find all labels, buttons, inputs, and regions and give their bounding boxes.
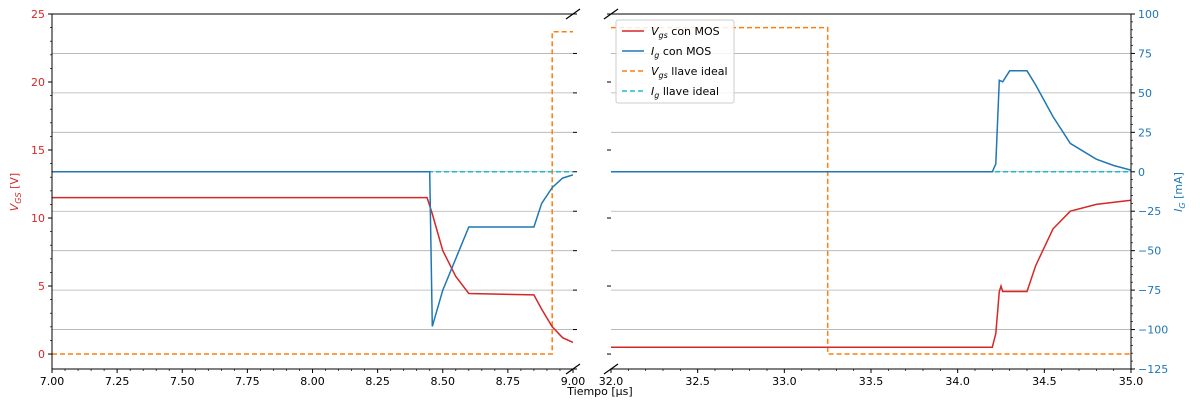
- y-right-tick-label: −125: [1138, 363, 1168, 376]
- x-left-tick-label: 8.00: [300, 375, 325, 388]
- y-right-tick-label: 100: [1138, 8, 1159, 21]
- x-right-tick: 32.5: [685, 369, 710, 388]
- y-right-tick-label: 50: [1138, 87, 1152, 100]
- x-left-tick: 7.25: [105, 369, 130, 388]
- y-right-tick-label: −25: [1138, 205, 1161, 218]
- x-axis-label: Tiempo [μs]: [566, 385, 632, 398]
- y-right-tick: −50: [1131, 245, 1161, 258]
- y-left-tick-label: 15: [31, 144, 45, 157]
- y-right-tick: 25: [1131, 126, 1152, 139]
- x-left-tick-label: 8.75: [496, 375, 521, 388]
- x-right-tick-label: 33.0: [772, 375, 797, 388]
- x-left-tick: 8.00: [300, 369, 325, 388]
- legend: Vgs con MOS Ig con MOS Vgs llave ideal Ig l…: [615, 19, 735, 104]
- x-right-tick: 34.0: [945, 369, 970, 388]
- legend-label: Ig con MOS: [651, 45, 711, 60]
- x-right-tick: 33.5: [859, 369, 884, 388]
- y-left-tick: 25: [31, 8, 52, 21]
- x-right-tick-label: 32.5: [685, 375, 710, 388]
- x-right-tick: 35.0: [1119, 369, 1144, 388]
- x-left-tick: 7.00: [40, 369, 65, 388]
- y-right-tick: −75: [1131, 284, 1161, 297]
- legend-entry: Ig con MOS: [622, 45, 711, 60]
- y-right-tick: −125: [1131, 363, 1168, 376]
- x-left-tick-label: 7.75: [235, 375, 260, 388]
- y-right-tick: −25: [1131, 205, 1161, 218]
- x-right-tick-label: 34.5: [1032, 375, 1057, 388]
- y-right-tick-label: −50: [1138, 245, 1161, 258]
- x-right-tick: 33.0: [772, 369, 797, 388]
- x-right-tick-label: 33.5: [859, 375, 884, 388]
- legend-entry: Vgs llave ideal: [622, 65, 728, 80]
- x-left-tick: 7.50: [170, 369, 195, 388]
- x-left-tick-label: 9.00: [561, 375, 586, 388]
- series-ig-mos-right: [611, 70, 1131, 173]
- x-left-tick-label: 7.50: [170, 375, 195, 388]
- y-left-tick: 5: [38, 280, 52, 293]
- legend-entry: Vgs con MOS: [622, 25, 720, 40]
- y-left-tick-label: 5: [38, 280, 45, 293]
- y-right-tick-label: 25: [1138, 126, 1152, 139]
- legend-label: Vgs llave ideal: [651, 65, 728, 80]
- x-left-tick: 9.00: [561, 369, 586, 388]
- x-right-tick-label: 35.0: [1119, 375, 1144, 388]
- y-axis-left-label: VGS [V]: [8, 173, 23, 211]
- series-vgs-ideal-left: [52, 30, 573, 355]
- series-ig-mos-left: [52, 171, 573, 327]
- x-left-tick: 8.25: [365, 369, 390, 388]
- x-left-tick-label: 7.00: [40, 375, 65, 388]
- x-left-tick: 8.50: [431, 369, 456, 388]
- series-vgs-mos-right: [611, 199, 1131, 348]
- x-right-tick: 32.0: [599, 369, 624, 388]
- legend-label: Vgs con MOS: [651, 25, 720, 40]
- y-right-tick-label: 0: [1138, 166, 1145, 179]
- legend-box: [615, 19, 735, 104]
- y-left-tick: 10: [31, 212, 52, 225]
- legend-entry: Ig llave ideal: [622, 85, 719, 100]
- x-right-tick-label: 34.0: [945, 375, 970, 388]
- y-left-tick: 15: [31, 144, 52, 157]
- y-left-tick-label: 0: [38, 348, 45, 361]
- y-left-tick: 20: [31, 76, 52, 89]
- x-left-tick: 8.75: [496, 369, 521, 388]
- x-left-tick-label: 8.50: [431, 375, 456, 388]
- x-left-tick-label: 7.25: [105, 375, 130, 388]
- y-axis-right-label: IG [mA]: [1172, 172, 1187, 212]
- y-right-tick: 50: [1131, 87, 1152, 100]
- x-right-tick-label: 32.0: [599, 375, 624, 388]
- y-right-tick-label: −75: [1138, 284, 1161, 297]
- x-left-tick: 7.75: [235, 369, 260, 388]
- grid-lines: [52, 53, 1131, 330]
- series-vgs-mos-left: [52, 196, 573, 344]
- y-right-tick: −100: [1131, 324, 1168, 337]
- x-right-tick: 34.5: [1032, 369, 1057, 388]
- x-left-tick-label: 8.25: [365, 375, 390, 388]
- y-right-tick-label: 75: [1138, 47, 1152, 60]
- axes: 0 5 10 15 20 25 −125 −100 −75 −50 −25 0 25 50 75 100 7.0…: [31, 8, 1168, 388]
- series-lines: [52, 26, 1131, 355]
- y-right-tick: 0: [1131, 166, 1145, 179]
- y-right-tick-label: −100: [1138, 324, 1168, 337]
- y-left-tick-label: 20: [31, 76, 45, 89]
- y-left-tick-label: 10: [31, 212, 45, 225]
- y-right-tick: 75: [1131, 47, 1152, 60]
- y-left-tick-label: 25: [31, 8, 45, 21]
- legend-label: Ig llave ideal: [651, 85, 719, 100]
- y-right-tick: 100: [1131, 8, 1159, 21]
- y-left-tick: 0: [38, 348, 52, 361]
